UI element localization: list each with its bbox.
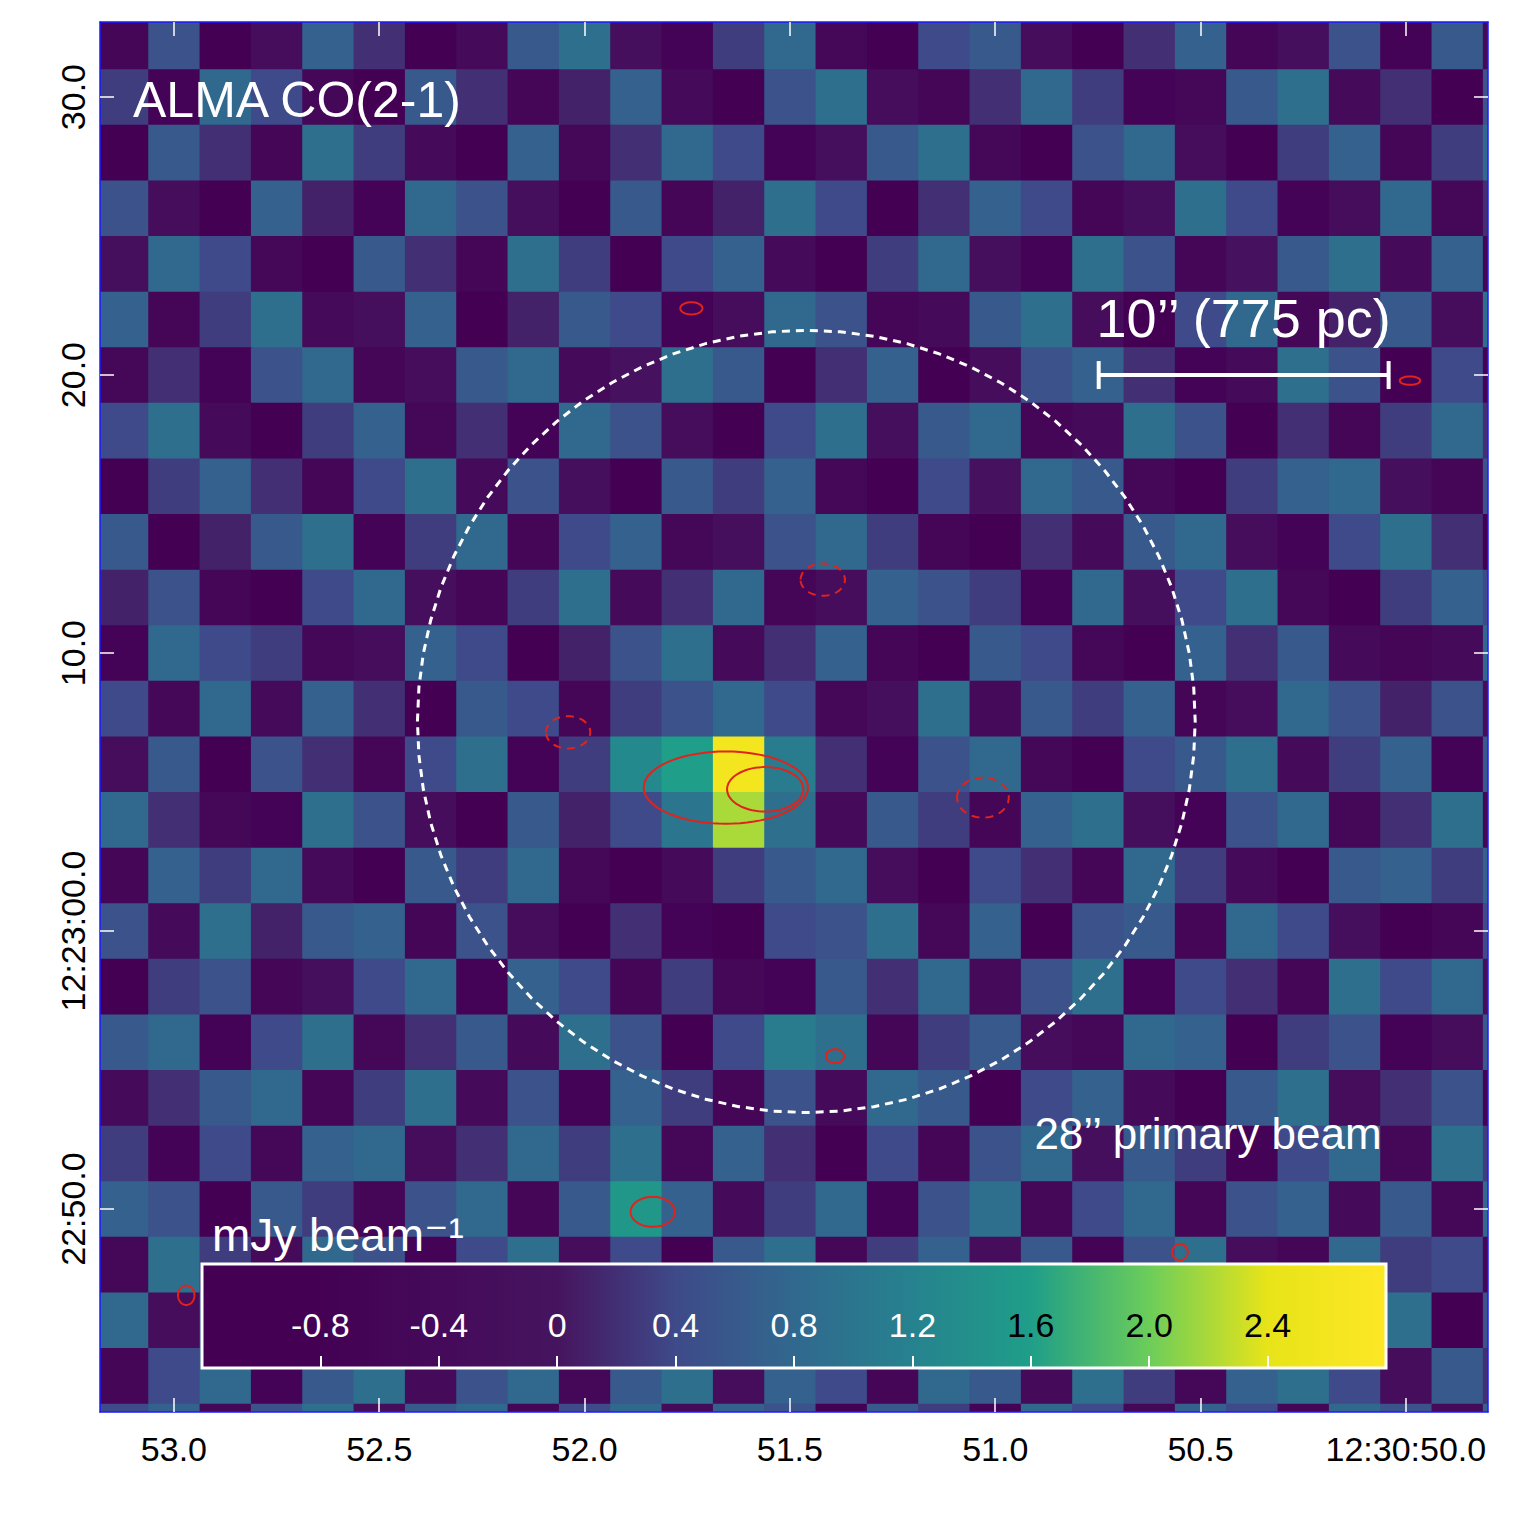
svg-text:ALMA CO(2-1): ALMA CO(2-1) xyxy=(133,72,461,128)
svg-text:2.0: 2.0 xyxy=(1126,1306,1173,1344)
svg-text:51.5: 51.5 xyxy=(757,1430,823,1468)
svg-text:28’’ primary beam: 28’’ primary beam xyxy=(1034,1109,1381,1158)
svg-text:22:50.0: 22:50.0 xyxy=(54,1152,92,1265)
svg-text:1.2: 1.2 xyxy=(889,1306,936,1344)
svg-text:52.5: 52.5 xyxy=(346,1430,412,1468)
svg-text:50.5: 50.5 xyxy=(1167,1430,1233,1468)
svg-text:20.0: 20.0 xyxy=(54,342,92,408)
svg-text:30.0: 30.0 xyxy=(54,64,92,130)
svg-text:51.0: 51.0 xyxy=(962,1430,1028,1468)
svg-text:1.6: 1.6 xyxy=(1007,1306,1054,1344)
svg-text:52.0: 52.0 xyxy=(551,1430,617,1468)
svg-text:mJy beam⁻¹: mJy beam⁻¹ xyxy=(212,1209,464,1261)
svg-text:2.4: 2.4 xyxy=(1244,1306,1291,1344)
svg-text:12:30:50.0: 12:30:50.0 xyxy=(1326,1430,1487,1468)
svg-text:10’’ (775 pc): 10’’ (775 pc) xyxy=(1097,288,1391,348)
svg-text:-0.8: -0.8 xyxy=(291,1306,350,1344)
svg-text:0.8: 0.8 xyxy=(770,1306,817,1344)
svg-text:-0.4: -0.4 xyxy=(410,1306,469,1344)
svg-text:10.0: 10.0 xyxy=(54,620,92,686)
svg-text:0: 0 xyxy=(548,1306,567,1344)
svg-text:0.4: 0.4 xyxy=(652,1306,699,1344)
svg-text:53.0: 53.0 xyxy=(141,1430,207,1468)
svg-text:12:23:00.0: 12:23:00.0 xyxy=(54,851,92,1012)
